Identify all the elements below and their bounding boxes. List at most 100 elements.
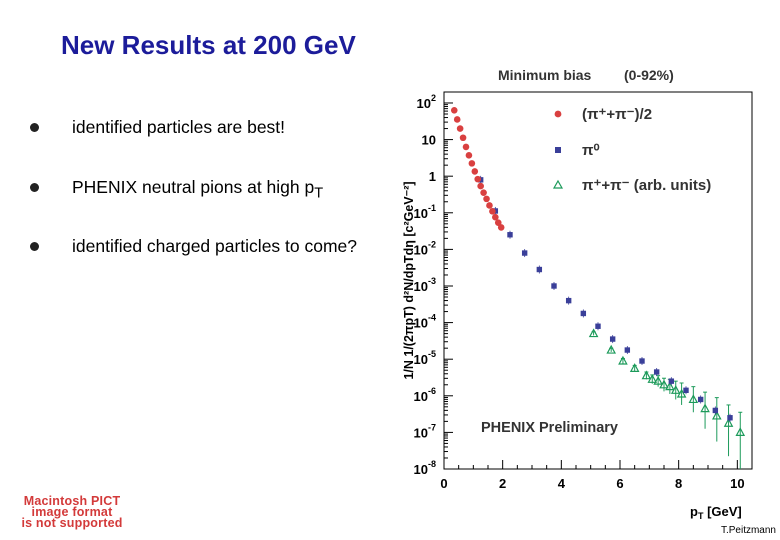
- data-point: [609, 336, 616, 342]
- pict-line: image format: [31, 505, 113, 519]
- y-tick-label: 10-8: [414, 459, 436, 477]
- data-point: [683, 387, 689, 394]
- bullet-text: identified charged particles to come?: [72, 236, 358, 256]
- y-tick-label: 1: [429, 169, 436, 184]
- data-point: [468, 160, 476, 167]
- data-point: [565, 297, 572, 304]
- bullet-text: PHENIX neutral pions at high p: [72, 176, 315, 197]
- y-tick-label: 102: [417, 93, 436, 111]
- bullet-dot-icon: [30, 242, 39, 251]
- data-point: [606, 344, 617, 354]
- bullet-item: identified charged particles to come?: [30, 235, 360, 264]
- data-point: [480, 189, 487, 196]
- data-point: [665, 381, 675, 391]
- data-point: [462, 143, 470, 151]
- y-tick-label: 10: [422, 133, 436, 148]
- data-point: [507, 232, 513, 238]
- bullet-item: identified particles are best!: [30, 116, 360, 145]
- bullet-dot-icon: [30, 123, 39, 132]
- x-tick-label: 10: [730, 476, 744, 491]
- pict-line: is not supported: [21, 516, 123, 530]
- pict-placeholder: Macintosh PICT image format is not suppo…: [2, 494, 142, 530]
- data-point: [670, 385, 681, 394]
- data-point: [700, 403, 710, 413]
- data-point: [465, 152, 473, 159]
- data-point: [641, 370, 652, 380]
- series-square: [477, 175, 733, 422]
- data-point: [580, 310, 587, 317]
- data-point: [588, 328, 599, 338]
- y-axis-label: 1/N 1/(2πpT) d²N/dpTdη [c²GeV⁻²]: [402, 181, 416, 379]
- pict-line: Macintosh PICT: [23, 494, 121, 508]
- data-point: [727, 415, 733, 421]
- x-tick-label: 8: [675, 476, 682, 491]
- data-point: [647, 374, 658, 383]
- data-point: [697, 396, 704, 403]
- data-point: [668, 378, 675, 384]
- y-tick-label: 10-2: [414, 239, 436, 257]
- bullet-subscript: T: [314, 185, 324, 201]
- data-point: [477, 182, 484, 190]
- data-point: [639, 358, 645, 364]
- data-point: [474, 175, 482, 183]
- data-point: [453, 116, 461, 123]
- data-point: [712, 407, 719, 414]
- data-point: [459, 134, 467, 142]
- x-tick-label: 2: [499, 476, 506, 491]
- y-tick-label: 10-6: [414, 386, 436, 404]
- data-point: [653, 369, 660, 375]
- data-point: [494, 219, 502, 226]
- x-tick-label: 6: [616, 476, 623, 491]
- chart-centrality: (0-92%): [624, 67, 674, 83]
- data-point: [624, 347, 631, 353]
- y-tick-label: 10-3: [414, 276, 436, 294]
- data-point: [618, 355, 628, 365]
- chart-legend: (π⁺+π⁻)/2 π⁰ π⁺+π⁻ (arb. units): [552, 106, 711, 194]
- chart-marks: [450, 107, 746, 469]
- data-point: [489, 208, 496, 215]
- bullet-list: identified particles are best! PHENIX ne…: [30, 116, 360, 295]
- spectrum-chart: 102 10 1 10-1 10-2 10-3 10-4 10-5 10-6 10-7 10-8 0 2…: [402, 67, 753, 521]
- data-point: [688, 394, 699, 404]
- data-point: [659, 379, 669, 389]
- y-tick-label: 10-7: [414, 422, 436, 440]
- data-point: [595, 323, 601, 329]
- data-point: [711, 410, 722, 420]
- legend-marker: [555, 147, 561, 153]
- x-tick-label: 4: [558, 476, 566, 491]
- legend-label: (π⁺+π⁻)/2: [582, 106, 652, 123]
- data-point: [676, 388, 687, 398]
- data-point: [497, 224, 505, 231]
- data-point: [629, 363, 640, 372]
- data-point: [551, 283, 557, 289]
- slide-title: New Results at 200 GeV: [61, 30, 356, 60]
- y-tick-label: 10-4: [414, 313, 436, 331]
- series-triangle: [588, 328, 746, 469]
- x-axis-label: pT [GeV]: [690, 504, 742, 521]
- data-point: [653, 375, 663, 385]
- chart-annotation: PHENIX Preliminary: [481, 420, 618, 436]
- data-point: [735, 427, 746, 436]
- chart-title: Minimum bias: [498, 67, 592, 83]
- y-tick-label: 10-5: [414, 349, 436, 367]
- series-circle: [450, 107, 505, 231]
- legend-marker: [554, 110, 562, 118]
- data-point: [521, 250, 528, 256]
- data-point: [456, 125, 464, 132]
- chart-axes: 102 10 1 10-1 10-2 10-3 10-4 10-5 10-6 10-7 10-8 0 2…: [402, 67, 753, 521]
- bullet-item: PHENIX neutral pions at high pT: [30, 176, 360, 205]
- data-point: [723, 417, 734, 427]
- x-tick-label: 0: [440, 476, 447, 491]
- y-tick-label: 10-1: [414, 203, 436, 221]
- author-credit: T.Peitzmann: [720, 525, 776, 536]
- data-point: [450, 107, 458, 114]
- data-point: [483, 195, 490, 203]
- plot-frame: [443, 91, 753, 470]
- bullet-dot-icon: [30, 182, 39, 192]
- data-point: [471, 168, 479, 175]
- data-point: [536, 266, 543, 273]
- legend-marker: [552, 179, 564, 189]
- legend-label: π⁺+π⁻ (arb. units): [582, 177, 711, 194]
- bullet-text: identified particles are best!: [72, 117, 286, 137]
- data-point: [492, 213, 499, 221]
